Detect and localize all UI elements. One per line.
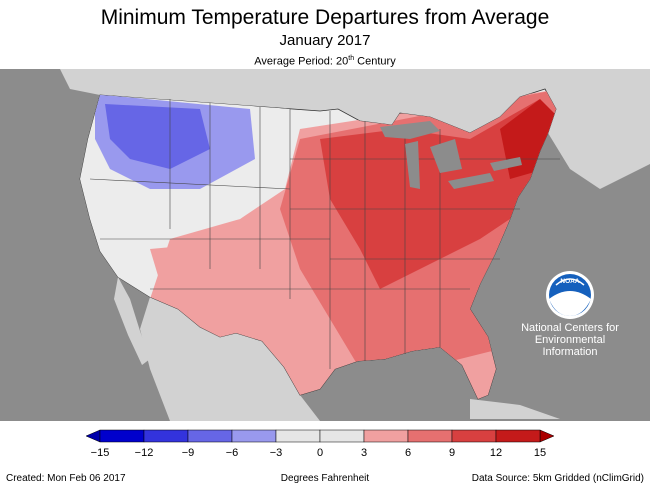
created-date: Created: Mon Feb 06 2017 xyxy=(6,473,126,484)
legend-swatch xyxy=(319,429,365,443)
legend-bar: −15 −12 −9 −6 −3 0 3 6 9 12 15 xyxy=(85,429,555,459)
legend-tick-label: −6 xyxy=(226,447,239,459)
noaa-logo: NOAA xyxy=(546,271,594,319)
legend-swatch xyxy=(363,429,409,443)
legend-tick-label: 3 xyxy=(361,447,367,459)
cool-anomaly-medium xyxy=(105,104,210,169)
color-legend: −15 −12 −9 −6 −3 0 3 6 9 12 15 xyxy=(0,422,650,490)
average-period: Average Period: 20th Century xyxy=(254,55,396,68)
legend-swatch xyxy=(407,429,453,443)
mexico-land xyxy=(140,297,320,421)
legend-swatch xyxy=(451,429,497,443)
map-panel: NOAA xyxy=(0,69,650,421)
legend-swatch xyxy=(495,429,541,443)
us-map: NOAA xyxy=(60,69,650,421)
legend-tick-label: −15 xyxy=(91,447,110,459)
legend-tick-label: 9 xyxy=(449,447,455,459)
legend-swatch xyxy=(275,429,321,443)
legend-swatch xyxy=(187,429,233,443)
noaa-org-name: National Centers for Environmental Infor… xyxy=(521,322,619,358)
data-source: Data Source: 5km Gridded (nClimGrid) xyxy=(471,473,644,484)
legend-tick-label: 15 xyxy=(534,447,546,459)
legend-arrow-low xyxy=(85,429,101,443)
warm-patch-southwest xyxy=(150,239,270,309)
legend-tick-label: 0 xyxy=(317,447,323,459)
state-borders xyxy=(89,99,560,369)
cuba-island xyxy=(470,399,560,419)
legend-tick-label: 6 xyxy=(405,447,411,459)
page-subtitle: January 2017 xyxy=(279,32,371,49)
page-title: Minimum Temperature Departures from Aver… xyxy=(100,6,550,29)
legend-tick-label: 12 xyxy=(490,447,502,459)
canada-land xyxy=(60,69,650,189)
legend-tick-label: −9 xyxy=(182,447,195,459)
svg-text:NOAA: NOAA xyxy=(560,278,579,285)
great-lakes xyxy=(380,121,522,189)
legend-arrow-high xyxy=(539,429,555,443)
baja-peninsula xyxy=(114,277,150,365)
legend-swatch xyxy=(231,429,277,443)
legend-swatch xyxy=(99,429,145,443)
legend-swatch xyxy=(143,429,189,443)
legend-unit-label: Degrees Fahrenheit xyxy=(280,473,370,484)
legend-tick-label: −3 xyxy=(270,447,283,459)
legend-tick-label: −12 xyxy=(135,447,154,459)
